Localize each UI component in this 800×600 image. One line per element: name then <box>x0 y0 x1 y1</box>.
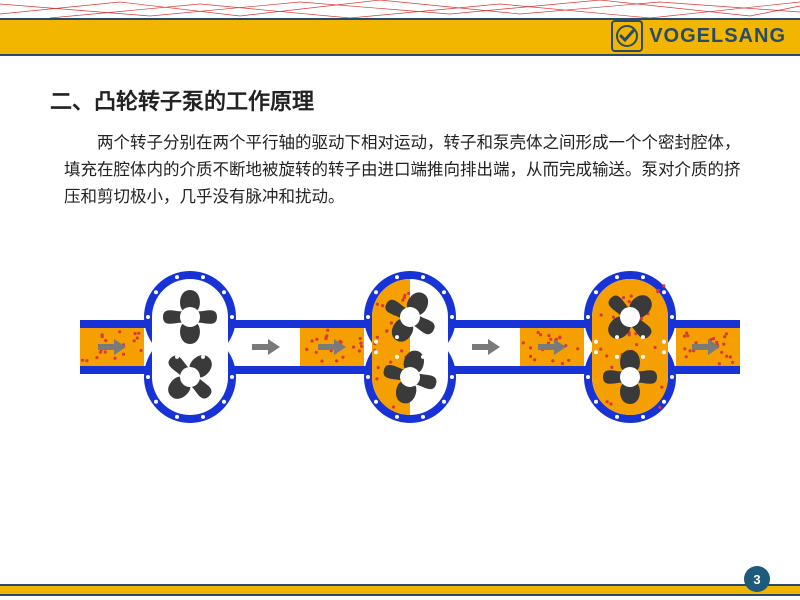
header-network-lines <box>0 0 800 18</box>
check-icon <box>611 20 643 52</box>
footer-band <box>0 584 800 596</box>
pump-stage <box>80 252 300 447</box>
pump-stage-diagram <box>300 252 520 442</box>
pump-stage <box>520 252 740 447</box>
page-number: 3 <box>753 572 760 587</box>
slide-content: 二、凸轮转子泵的工作原理 两个转子分别在两个平行轴的驱动下相对运动，转子和泵壳体… <box>0 62 800 447</box>
brand-logo: VOGELSANG <box>611 20 786 52</box>
footer: 3 <box>0 570 800 600</box>
header: VOGELSANG <box>0 0 800 62</box>
page-number-badge: 3 <box>744 566 770 592</box>
pump-stage-diagram <box>80 252 300 442</box>
section-title: 二、凸轮转子泵的工作原理 <box>50 84 750 116</box>
body-paragraph: 两个转子分别在两个平行轴的驱动下相对运动，转子和泵壳体之间形成一个个密封腔体，填… <box>50 130 750 212</box>
pump-stage-diagram <box>520 252 740 442</box>
pump-diagrams <box>50 212 750 447</box>
brand-name: VOGELSANG <box>649 25 786 48</box>
pump-stage <box>300 252 520 447</box>
